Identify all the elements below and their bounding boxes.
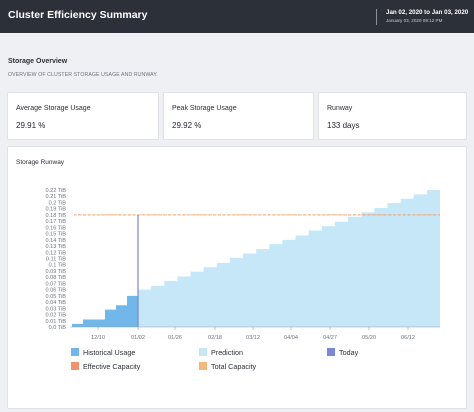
section-title: Storage Overview — [8, 58, 68, 65]
prediction-area — [138, 190, 440, 327]
chart-areas — [72, 190, 440, 327]
y-tick-label: 0.2 TiB — [49, 200, 67, 206]
report-header: Cluster Efficiency Summary Jan 02, 2020 … — [0, 0, 474, 33]
y-tick-label: 0.12 TiB — [45, 250, 66, 256]
x-tick-label: 06/12 — [401, 335, 415, 341]
legend-swatch — [327, 348, 335, 356]
y-tick-label: 0.1 TiB — [49, 263, 67, 269]
y-tick-label: 0.05 TiB — [45, 294, 66, 300]
x-axis-ticks: 12/10 01/02 01/26 02/18 03/12 04/04 04/27 05/20… — [91, 327, 415, 341]
card-value: 29.91 % — [16, 121, 46, 130]
y-tick-label: 0.08 TiB — [45, 275, 66, 281]
chart-lines — [70, 214, 440, 328]
historical-usage-area — [72, 295, 138, 327]
card-label: Average Storage Usage — [16, 105, 91, 112]
card-value: 29.92 % — [172, 121, 202, 130]
storage-overview-section: Storage Overview OVERVIEW OF CLUSTER STO… — [0, 49, 474, 89]
legend-swatch — [71, 362, 79, 370]
x-tick-label: 05/20 — [362, 335, 376, 341]
section-description: OVERVIEW OF CLUSTER STORAGE USAGE AND RU… — [8, 72, 158, 78]
peak-storage-usage-card: Peak Storage Usage 29.92 % — [163, 92, 314, 140]
report-title: Cluster Efficiency Summary — [8, 9, 148, 21]
legend-label: Effective Capacity — [83, 362, 141, 371]
legend-swatch — [199, 362, 207, 370]
y-tick-label: 0.02 TiB — [45, 313, 66, 319]
generated-timestamp: January 03, 2020 09:12 PM — [386, 18, 443, 23]
y-tick-label: 0.06 TiB — [45, 288, 66, 294]
y-tick-label: 0.0 TiB — [49, 325, 67, 331]
y-tick-label: 0.07 TiB — [45, 281, 66, 287]
y-tick-label: 0.22 TiB — [45, 188, 66, 194]
x-tick-label: 01/02 — [131, 335, 145, 341]
y-tick-label: 0.15 TiB — [45, 232, 66, 238]
y-tick-label: 0.09 TiB — [45, 269, 66, 275]
header-divider — [376, 9, 377, 25]
x-tick-label: 04/27 — [323, 335, 337, 341]
card-label: Peak Storage Usage — [172, 105, 237, 112]
y-tick-label: 0.03 TiB — [45, 306, 66, 312]
y-tick-label: 0.21 TiB — [45, 194, 66, 200]
y-tick-label: 0.19 TiB — [45, 207, 66, 213]
y-tick-label: 0.13 TiB — [45, 244, 66, 250]
legend-label: Total Capacity — [211, 362, 257, 371]
card-value: 133 days — [327, 121, 360, 130]
legend-swatch — [199, 348, 207, 356]
y-tick-label: 0.17 TiB — [45, 219, 66, 225]
x-tick-label: 12/10 — [91, 335, 105, 341]
y-tick-label: 0.11 TiB — [46, 257, 66, 263]
legend-label: Prediction — [211, 348, 243, 357]
legend-swatch — [71, 348, 79, 356]
y-tick-label: 0.04 TiB — [45, 300, 66, 306]
legend-label: Today — [339, 348, 359, 357]
storage-runway-card: Storage Runway 0.0 TiB 0.01 TiB 0.02 TiB 0.… — [7, 146, 467, 409]
runway-card: Runway 133 days — [318, 92, 467, 140]
y-tick-label: 0.18 TiB — [45, 213, 66, 219]
x-tick-label: 04/04 — [284, 335, 298, 341]
legend-label: Historical Usage — [83, 348, 135, 357]
x-tick-label: 03/12 — [246, 335, 260, 341]
average-storage-usage-card: Average Storage Usage 29.91 % — [7, 92, 159, 140]
y-tick-label: 0.14 TiB — [45, 238, 66, 244]
chart-title: Storage Runway — [16, 159, 65, 166]
card-label: Runway — [327, 105, 353, 112]
chart-legend: Historical Usage Prediction Today Effective… — [71, 348, 359, 371]
date-range: Jan 02, 2020 to Jan 03, 2020 — [386, 9, 469, 16]
y-tick-label: 0.16 TiB — [45, 225, 66, 231]
x-tick-label: 02/18 — [208, 335, 222, 341]
y-tick-label: 0.01 TiB — [45, 319, 66, 325]
x-tick-label: 01/26 — [168, 335, 182, 341]
